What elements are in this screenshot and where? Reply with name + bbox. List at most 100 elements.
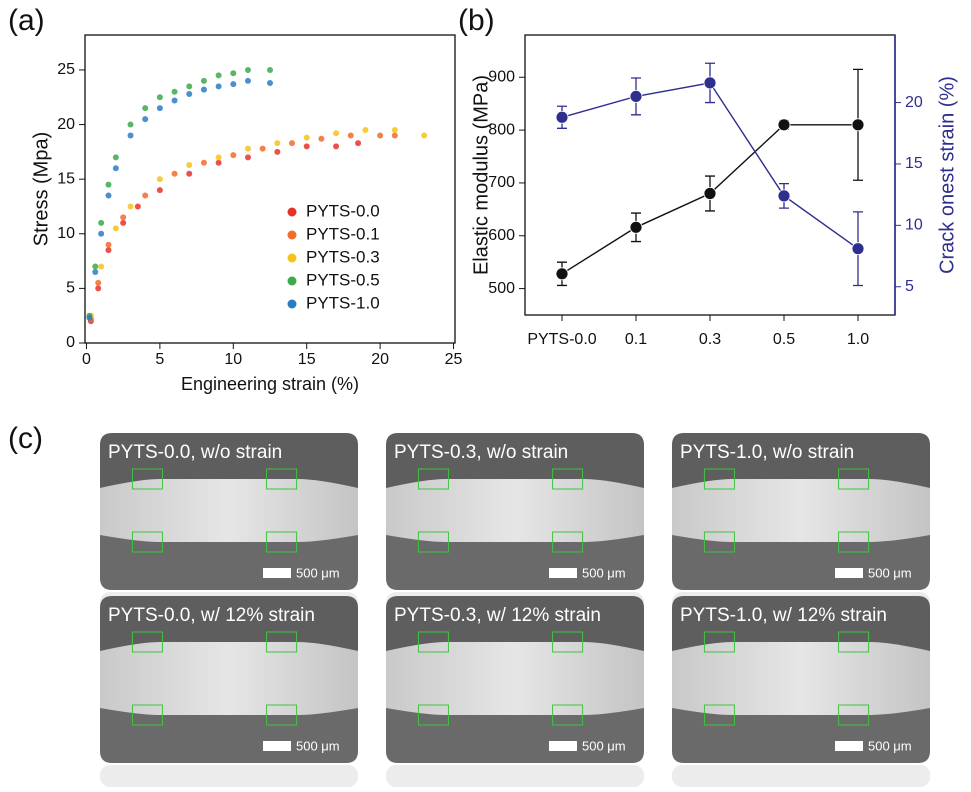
roi-box (703, 704, 735, 726)
point (200, 159, 207, 166)
point (391, 127, 398, 134)
image-label: PYTS-0.3, w/o strain (394, 442, 568, 463)
roi-box (838, 631, 870, 653)
legend-marker (287, 276, 297, 286)
image-label: PYTS-1.0, w/o strain (680, 442, 854, 463)
legend-label: PYTS-1.0 (306, 293, 380, 312)
point (267, 66, 273, 73)
point (303, 134, 310, 141)
x-axis-label: Engineering strain (%) (181, 374, 359, 394)
y-tick-label: 500 (488, 280, 515, 297)
point (230, 152, 237, 159)
roi-box (703, 631, 735, 653)
scale-bar (263, 741, 291, 751)
point (92, 263, 99, 270)
point (156, 94, 163, 101)
point (629, 90, 643, 103)
image-label: PYTS-0.3, w/ 12% strain (394, 605, 601, 626)
image-top-band (672, 596, 930, 651)
point (555, 110, 569, 124)
roi-box (417, 631, 449, 653)
point (105, 247, 112, 254)
scale-bar-label: 500 μm (296, 565, 340, 580)
y2-axis-label: Crack onest strain (%) (936, 76, 958, 274)
x-tick-label: 20 (371, 351, 389, 368)
y2-tick-label: 15 (905, 155, 923, 172)
point (98, 219, 105, 226)
legend-label: PYTS-0.3 (306, 247, 380, 266)
image-top-band (100, 596, 358, 651)
point (95, 279, 102, 286)
roi-box (838, 531, 870, 553)
point (230, 70, 237, 77)
image-top-band (386, 433, 644, 488)
point (215, 154, 222, 161)
point (274, 148, 281, 155)
point (244, 66, 251, 73)
point (98, 263, 105, 270)
point (215, 72, 222, 79)
point (120, 219, 127, 226)
x-tick-label: PYTS-0.0 (527, 331, 596, 348)
point (629, 220, 643, 234)
image-bottom-band (386, 708, 644, 763)
x-tick-label: 0.5 (773, 331, 795, 348)
point (112, 225, 119, 232)
point (156, 176, 163, 183)
x-tick-label: 10 (224, 351, 242, 368)
point (391, 132, 398, 139)
y-tick-label: 5 (66, 280, 75, 297)
point (303, 143, 310, 150)
y-tick-label: 900 (488, 68, 515, 85)
point (112, 154, 119, 161)
roi-box (838, 468, 870, 490)
point (333, 130, 340, 137)
roi-box (131, 704, 163, 726)
point (267, 80, 273, 87)
point (851, 242, 865, 256)
point (362, 127, 369, 134)
point (555, 267, 569, 281)
x-tick-label: 0.3 (699, 331, 721, 348)
scale-bar-label: 500 μm (296, 738, 340, 753)
point (86, 314, 93, 321)
y-tick-label: 15 (57, 170, 75, 187)
y-tick-label: 800 (488, 121, 515, 138)
image-top-band (672, 433, 930, 488)
image-label: PYTS-0.0, w/o strain (108, 442, 282, 463)
scale-bar-label: 500 μm (582, 565, 626, 580)
x-tick-label: 1.0 (847, 331, 869, 348)
point (171, 97, 178, 104)
legend-label: PYTS-0.0 (306, 201, 380, 220)
point (244, 154, 251, 161)
scale-bar (549, 568, 577, 578)
point (318, 135, 325, 142)
roi-box (131, 631, 163, 653)
roi-box (131, 468, 163, 490)
point (347, 132, 354, 139)
roi-box (417, 531, 449, 553)
point (259, 145, 266, 152)
y-tick-label: 10 (57, 225, 75, 242)
y-tick-label: 0 (66, 334, 75, 351)
scale-bar-label: 500 μm (582, 738, 626, 753)
point (142, 192, 149, 199)
roi-box (417, 468, 449, 490)
roi-box (266, 631, 298, 653)
line (561, 82, 859, 250)
point (186, 83, 193, 90)
panel-label: (c) (8, 422, 43, 455)
x-tick-label: 25 (445, 351, 463, 368)
image-bottom-band (386, 535, 644, 590)
micrograph: PYTS-1.0, w/o strain 500 μm (672, 433, 930, 614)
y-tick-label: 25 (57, 61, 75, 78)
point (120, 214, 127, 221)
y2-tick-label: 10 (905, 217, 923, 234)
y-tick-label: 700 (488, 174, 515, 191)
point (142, 116, 149, 123)
point (333, 143, 340, 150)
point (289, 140, 296, 147)
legend-label: PYTS-0.5 (306, 270, 380, 289)
scale-bar-label: 500 μm (868, 738, 912, 753)
roi-box (266, 704, 298, 726)
